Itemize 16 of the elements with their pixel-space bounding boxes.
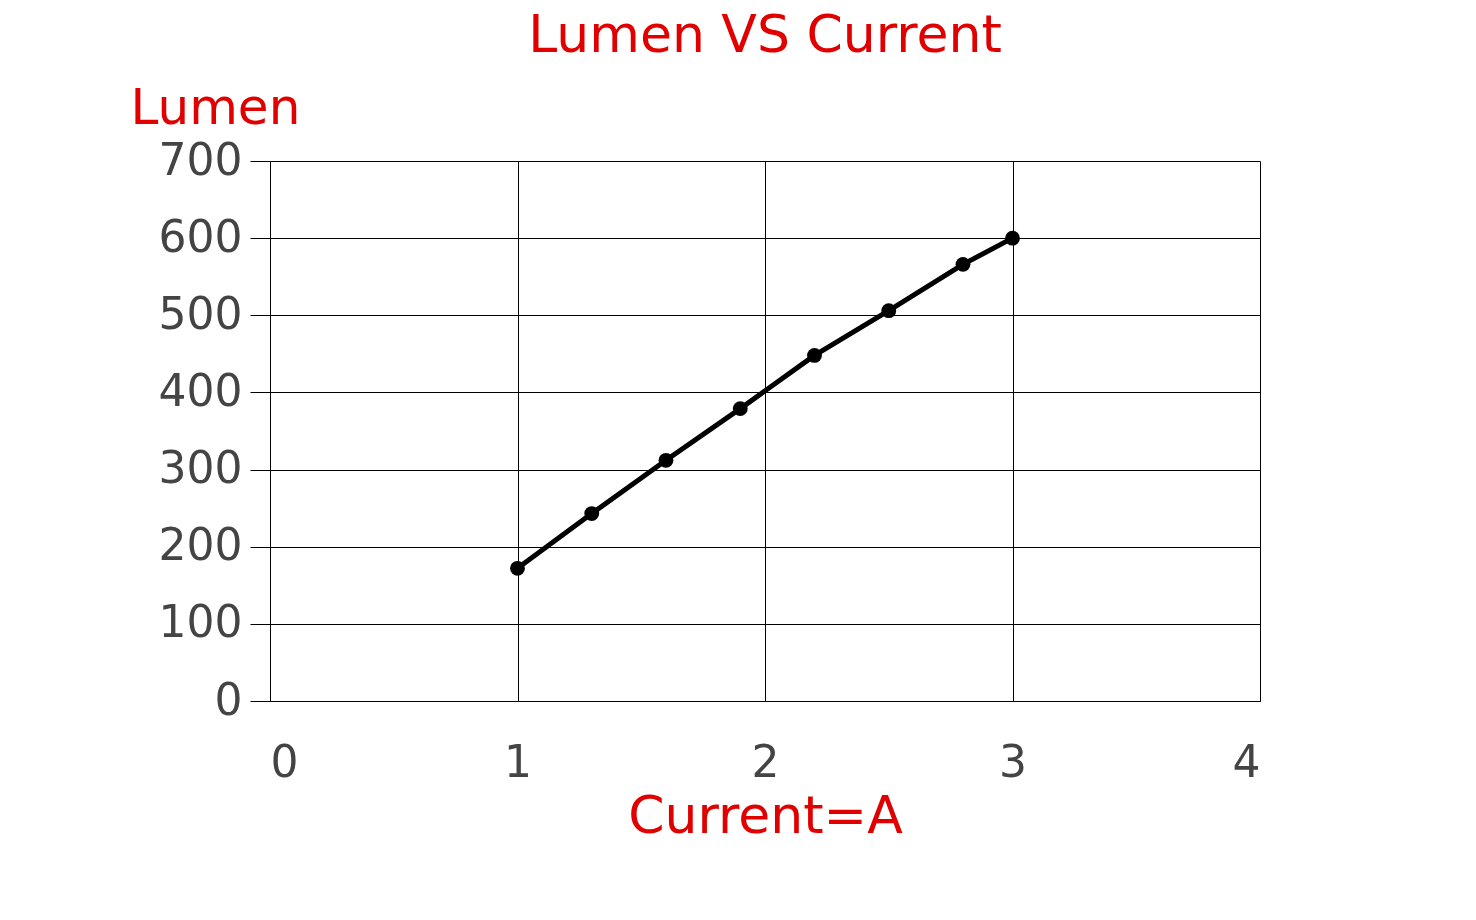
- y-tick-label: 600: [158, 210, 243, 262]
- y-tick-label: 200: [158, 519, 243, 571]
- x-tick-label: 1: [504, 735, 532, 787]
- y-tick-label: 500: [158, 287, 243, 339]
- x-tick-label: 0: [270, 735, 299, 787]
- y-tick-label: 400: [158, 364, 243, 416]
- y-tick-label: 0: [214, 673, 243, 725]
- y-tick-label: 700: [158, 133, 243, 185]
- x-axis-title: Current=A: [628, 784, 904, 845]
- x-tick-label: 2: [751, 735, 780, 787]
- y-tick-label: 300: [158, 442, 243, 494]
- y-axis-title: Lumen: [130, 77, 301, 136]
- chart-title: Lumen VS Current: [528, 4, 1002, 64]
- x-tick-label: 3: [999, 735, 1027, 787]
- x-tick-label: 4: [1232, 735, 1261, 787]
- y-tick-label: 100: [158, 596, 243, 648]
